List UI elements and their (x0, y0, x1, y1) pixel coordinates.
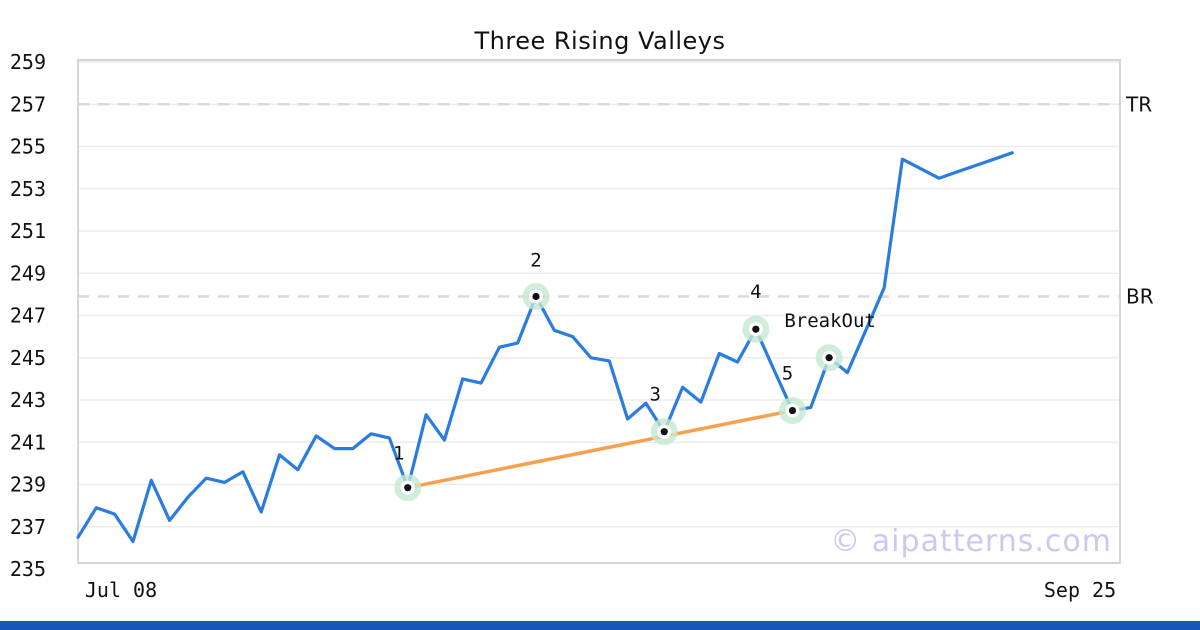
watermark-text: © aipatterns.com (830, 524, 1112, 559)
y-tick-label-245: 245 (10, 346, 46, 370)
marker-point-5 (788, 406, 797, 415)
level-label-BR: BR (1126, 284, 1154, 308)
marker-point-1 (404, 484, 412, 492)
point-label-1: 1 (393, 443, 404, 465)
chart-title: Three Rising Valleys (474, 27, 726, 55)
level-label-TR: TR (1125, 92, 1152, 116)
marker-point-BreakOut (825, 354, 833, 362)
y-tick-label-259: 259 (10, 50, 46, 74)
point-label-4: 4 (750, 281, 761, 303)
y-tick-label-257: 257 (10, 92, 46, 116)
point-label-3: 3 (650, 384, 661, 406)
y-tick-label-247: 247 (10, 304, 46, 328)
point-label-2: 2 (530, 249, 541, 271)
y-tick-label-239: 239 (10, 473, 46, 497)
bottom-accent-bar (0, 621, 1200, 630)
y-tick-label-249: 249 (10, 261, 46, 285)
y-tick-label-241: 241 (10, 430, 46, 454)
price-line (76, 151, 1014, 544)
y-tick-label-237: 237 (10, 515, 46, 539)
x-tick-label-jul-08: Jul 08 (85, 578, 157, 602)
point-label-5: 5 (782, 363, 793, 385)
y-tick-label-255: 255 (10, 135, 46, 159)
plot-border (77, 59, 1121, 564)
trendline (406, 408, 795, 490)
y-tick-label-235: 235 (10, 557, 46, 581)
point-label-BreakOut: BreakOut (784, 310, 876, 332)
y-tick-label-251: 251 (10, 219, 46, 243)
marker-point-3 (660, 428, 668, 436)
y-tick-label-243: 243 (10, 388, 46, 412)
y-tick-label-253: 253 (10, 177, 46, 201)
marker-point-4 (752, 325, 760, 333)
x-tick-label-sep-25: Sep 25 (1044, 578, 1116, 602)
marker-point-2 (532, 292, 540, 301)
